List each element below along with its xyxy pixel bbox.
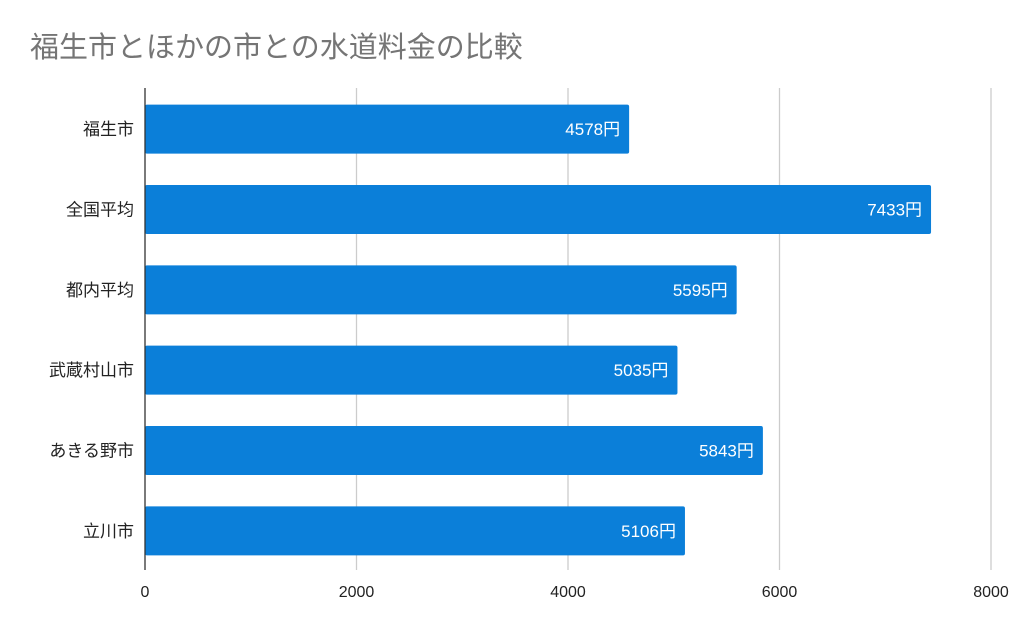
bar xyxy=(145,426,763,475)
category-label: 都内平均 xyxy=(66,281,134,301)
data-label: 5035円 xyxy=(614,361,669,380)
data-label: 4578円 xyxy=(565,120,620,139)
x-tick-label: 0 xyxy=(141,584,150,601)
category-label: 福生市 xyxy=(83,120,134,140)
category-label: 全国平均 xyxy=(66,201,134,221)
bar xyxy=(145,506,685,556)
x-tick-label: 4000 xyxy=(550,584,586,601)
bar xyxy=(145,104,630,154)
chart-title: 福生市とほかの市との水道料金の比較 xyxy=(30,30,523,64)
data-label: 5106円 xyxy=(621,522,676,541)
data-label: 5843円 xyxy=(699,442,754,461)
data-label: 7433円 xyxy=(867,201,922,220)
x-tick-label: 8000 xyxy=(973,584,1009,601)
category-label: 武蔵村山市 xyxy=(49,361,134,381)
x-tick-label: 6000 xyxy=(762,584,798,601)
bar xyxy=(145,265,737,315)
bar xyxy=(145,185,932,234)
category-label: 立川市 xyxy=(83,522,134,542)
category-label: あきる野市 xyxy=(49,442,134,462)
x-tick-label: 2000 xyxy=(339,584,375,601)
data-label: 5595円 xyxy=(673,281,728,300)
bar xyxy=(145,345,678,395)
